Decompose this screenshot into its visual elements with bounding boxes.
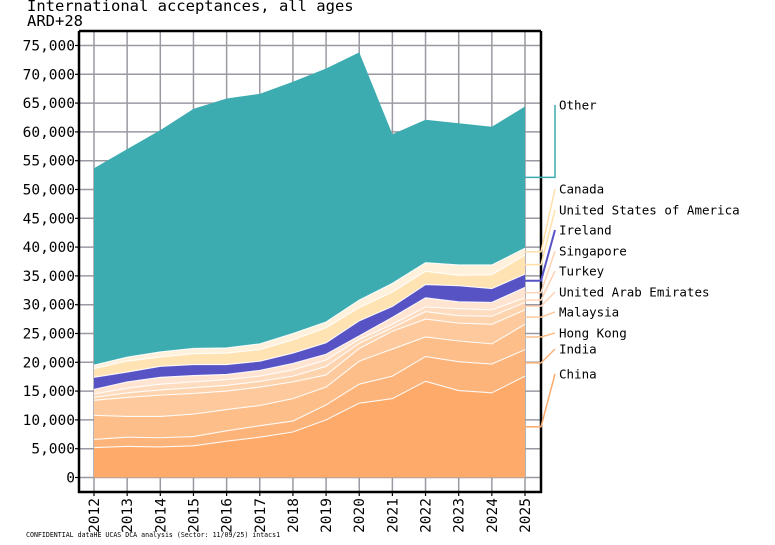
separator-india (93, 349, 526, 441)
legend-label: United States of America (559, 203, 740, 218)
series-separators (93, 247, 526, 449)
x-tick-label: 2014 (153, 498, 169, 533)
area-singapore (94, 287, 525, 394)
x-tick-label: 2023 (452, 498, 468, 533)
area-united-states-of-america (94, 255, 525, 378)
leader-line (525, 188, 556, 253)
x-tick-label: 2020 (352, 498, 368, 533)
y-tick-label: 10,000 (23, 413, 75, 429)
x-axis-ticks: 2012 2013 2014 2015 2016 2017 2018 2019 2020 2021… (87, 492, 534, 533)
y-tick-label: 45,000 (23, 211, 75, 227)
legend-label: Singapore (559, 244, 627, 259)
legend-label: India (559, 342, 597, 357)
separator-canada (93, 247, 526, 366)
area-layers (94, 52, 525, 478)
legend-label: China (559, 367, 597, 382)
x-tick-label: 2013 (120, 498, 136, 533)
x-tick-label: 2022 (419, 498, 435, 533)
x-tick-label: 2017 (253, 498, 269, 533)
area-other (94, 52, 525, 366)
chart-subtitle: ARD+28 (27, 12, 83, 30)
chart-title: International acceptances, all ages (27, 0, 354, 15)
y-tick-label: 60,000 (23, 125, 75, 141)
y-axis-ticks: 0 5,000 10,000 15,000 20,000 25,000 30,000 35,0… (23, 39, 79, 487)
x-tick-label: 2021 (385, 498, 401, 533)
separator-turkey (93, 297, 526, 395)
leader-line (525, 209, 556, 266)
y-tick-label: 55,000 (23, 154, 75, 170)
area-hong-kong (94, 324, 525, 440)
y-tick-label: 40,000 (23, 240, 75, 256)
y-tick-label: 75,000 (23, 39, 75, 55)
x-tick-label: 2025 (518, 498, 534, 533)
y-tick-label: 70,000 (23, 67, 75, 83)
legend-label: Ireland (559, 223, 612, 238)
footer-note: CONFIDENTIAL dataHE UCAS DCA analysis (S… (26, 531, 281, 539)
x-tick-label: 2018 (286, 498, 302, 533)
x-tick-label: 2012 (87, 498, 103, 533)
y-tick-label: 20,000 (23, 355, 75, 371)
y-tick-label: 35,000 (23, 269, 75, 285)
legend-label: Canada (559, 182, 604, 197)
separator-malaysia (93, 309, 526, 401)
y-tick-label: 15,000 (23, 384, 75, 400)
separator-united-states-of-america (93, 254, 526, 370)
leader-line (525, 229, 556, 282)
leader-line (525, 348, 556, 364)
area-china (94, 376, 525, 478)
y-tick-label: 5,000 (31, 442, 75, 458)
legend-label: Hong Kong (559, 326, 627, 341)
separator-hong-kong (93, 323, 526, 417)
y-tick-label: 50,000 (23, 183, 75, 199)
leader-line (525, 270, 556, 301)
y-tick-label: 30,000 (23, 298, 75, 314)
legend-label: Malaysia (559, 305, 619, 320)
area-malaysia (94, 309, 525, 417)
leader-line (525, 373, 556, 428)
y-tick-label: 0 (66, 471, 75, 487)
leader-line (525, 311, 556, 318)
leader-line (525, 332, 556, 338)
y-tick-label: 65,000 (23, 96, 75, 112)
separator-china (93, 375, 526, 449)
x-tick-label: 2024 (485, 498, 501, 533)
legend-label: Turkey (559, 264, 605, 279)
legend-label: Other (559, 98, 597, 113)
separator-singapore (93, 286, 526, 390)
legend-label: United Arab Emirates (559, 285, 710, 300)
leader-line (525, 105, 556, 179)
y-tick-label: 25,000 (23, 327, 75, 343)
separator-united-arab-emirates (93, 301, 526, 398)
x-tick-label: 2015 (186, 498, 202, 533)
leader-line (525, 291, 556, 307)
area-canada (94, 248, 525, 369)
x-tick-label: 2016 (220, 498, 236, 533)
leader-line (525, 250, 556, 294)
area-india (94, 349, 525, 448)
separator-ireland (93, 273, 526, 378)
area-ireland (94, 274, 525, 390)
x-tick-label: 2019 (319, 498, 335, 533)
